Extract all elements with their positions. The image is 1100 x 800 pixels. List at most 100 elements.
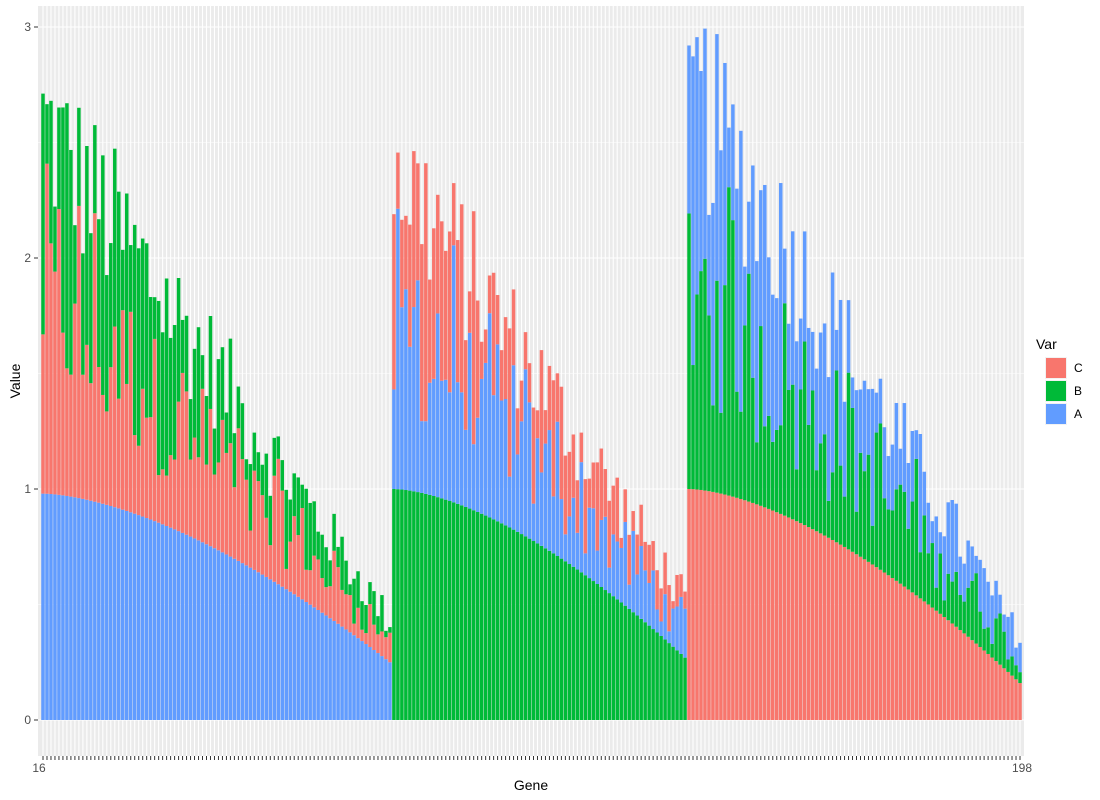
- bar-segment-B: [348, 584, 352, 596]
- bar-segment-C: [778, 513, 783, 720]
- bar-segment-C: [495, 295, 500, 345]
- bar-segment-B: [352, 578, 356, 624]
- bar-segment-C: [364, 633, 368, 645]
- bar-segment-B: [794, 469, 799, 522]
- bar-segment-B: [204, 396, 209, 465]
- bar-segment-B: [579, 572, 584, 720]
- bar-segment-C: [176, 401, 181, 532]
- bar-segment-C: [479, 341, 484, 379]
- bar-segment-B: [420, 492, 424, 720]
- bar-segment-C: [655, 570, 659, 610]
- bar-segment-C: [926, 604, 931, 720]
- bar-segment-B: [707, 315, 711, 492]
- bar-segment-A: [902, 403, 907, 492]
- bar-segment-A: [53, 494, 57, 720]
- bar-segment-C: [172, 459, 177, 530]
- bar-segment-B: [276, 436, 281, 459]
- bar-segment-A: [906, 463, 911, 529]
- bar-segment-C: [982, 650, 986, 720]
- bar-segment-C: [695, 489, 699, 720]
- bar-segment-B: [551, 553, 556, 720]
- bar-segment-A: [858, 389, 863, 453]
- bar-segment-B: [228, 338, 233, 444]
- bar-segment-A: [324, 615, 328, 720]
- bar-segment-B: [1014, 665, 1018, 680]
- bar-segment-B: [152, 297, 157, 339]
- bar-segment-A: [535, 438, 540, 544]
- bar-segment-A: [519, 421, 524, 535]
- bar-segment-C: [380, 631, 384, 657]
- bar-segment-C: [703, 490, 707, 720]
- bar-segment-C: [854, 554, 859, 720]
- bar-segment-B: [543, 548, 548, 720]
- bar-segment-C: [168, 455, 173, 528]
- bar-segment-A: [113, 507, 117, 720]
- bar-segment-A: [675, 606, 679, 651]
- bar-segment-B: [264, 453, 269, 518]
- bar-segment-C: [571, 434, 576, 498]
- bar-segment-A: [683, 608, 687, 658]
- bar-segment-A: [1010, 612, 1014, 657]
- bar-segment-A: [743, 266, 747, 326]
- bar-segment-C: [890, 578, 895, 720]
- bar-segment-B: [667, 643, 671, 720]
- bar-segment-C: [212, 474, 217, 549]
- bar-segment-C: [735, 497, 739, 720]
- bar-segment-C: [591, 462, 596, 509]
- bar-segment-B: [619, 602, 623, 720]
- bar-segment-A: [440, 380, 444, 499]
- bar-segment-B: [591, 581, 596, 720]
- bar-segment-C: [459, 204, 464, 393]
- bar-segment-C: [826, 537, 831, 720]
- bar-segment-C: [121, 310, 125, 510]
- legend-label-B: B: [1074, 384, 1082, 398]
- bar-segment-C: [595, 462, 600, 551]
- bar-segment-A: [798, 318, 803, 390]
- bar-segment-A: [818, 332, 823, 444]
- bar-segment-C: [280, 490, 285, 587]
- bar-segment-C: [97, 367, 101, 503]
- bar-segment-A: [89, 500, 93, 720]
- bar-segment-C: [619, 537, 623, 548]
- bar-segment-B: [719, 412, 723, 494]
- bar-segment-A: [1002, 614, 1006, 632]
- bar-segment-B: [910, 501, 915, 593]
- bar-segment-B: [587, 578, 592, 720]
- bar-segment-C: [579, 432, 584, 463]
- bar-segment-B: [727, 187, 731, 496]
- bar-segment-A: [467, 332, 472, 509]
- bar-segment-C: [260, 495, 265, 575]
- bar-segment-A: [372, 650, 376, 720]
- bar-segment-B: [451, 502, 456, 720]
- bar-segment-B: [184, 315, 189, 392]
- bar-segment-B: [288, 499, 292, 542]
- bar-segment-A: [121, 509, 125, 720]
- bar-segment-B: [49, 100, 53, 244]
- bar-segment-A: [344, 629, 348, 720]
- bar-segment-C: [667, 585, 671, 632]
- bar-segment-A: [671, 608, 675, 647]
- bar-segment-B: [57, 107, 61, 210]
- bar-segment-B: [168, 337, 173, 456]
- bar-segment-A: [448, 392, 452, 501]
- bar-segment-A: [926, 502, 931, 554]
- bar-segment-B: [336, 546, 340, 568]
- bar-segment-C: [882, 572, 887, 720]
- bar-segment-B: [914, 458, 919, 596]
- bar-segment-B: [623, 605, 627, 720]
- bar-segment-B: [802, 341, 807, 526]
- bar-segment-A: [950, 500, 954, 582]
- bar-segment-C: [583, 479, 588, 554]
- legend-swatch-C: [1046, 358, 1066, 378]
- bar-segment-C: [910, 592, 915, 720]
- bar-segment-C: [356, 607, 360, 639]
- bar-segment-A: [946, 502, 950, 574]
- bar-segment-C: [436, 194, 440, 314]
- bar-segment-B: [886, 509, 891, 576]
- bar-segment-C: [958, 630, 962, 720]
- bar-segment-B: [866, 454, 871, 562]
- bar-segment-A: [886, 456, 891, 510]
- bar-segment-A: [846, 300, 851, 373]
- bar-segment-B: [775, 429, 779, 513]
- bar-segment-C: [771, 510, 775, 720]
